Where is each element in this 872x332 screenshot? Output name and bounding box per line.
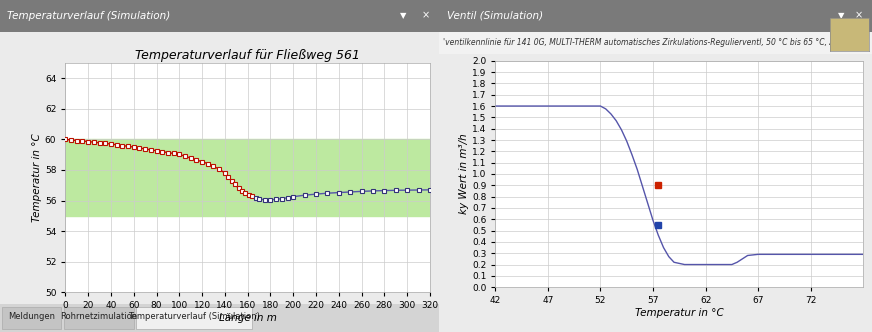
Text: ×: × <box>421 11 430 21</box>
Y-axis label: ky Wert in m³/h: ky Wert in m³/h <box>460 133 469 214</box>
Y-axis label: Temperatur in °C: Temperatur in °C <box>32 133 42 222</box>
X-axis label: Länge in m: Länge in m <box>219 313 276 323</box>
Text: Temperaturverlauf (Simulation): Temperaturverlauf (Simulation) <box>7 11 170 21</box>
Text: ×: × <box>855 11 863 21</box>
Title: Temperaturverlauf für Fließweg 561: Temperaturverlauf für Fließweg 561 <box>135 49 360 62</box>
Bar <box>65 139 430 216</box>
Text: 'ventilkennlinie für 141 0G, MULTI-THERM automatisches Zirkulations-Reguliervent: 'ventilkennlinie für 141 0G, MULTI-THERM… <box>443 38 851 47</box>
Text: ▼: ▼ <box>400 11 406 20</box>
Bar <box>136 307 252 329</box>
X-axis label: Temperatur in °C: Temperatur in °C <box>635 308 724 318</box>
Bar <box>64 307 133 329</box>
Text: Rohrnetzimulation: Rohrnetzimulation <box>60 312 137 321</box>
Text: Meldungen: Meldungen <box>9 312 55 321</box>
Text: ▼: ▼ <box>838 11 845 20</box>
Bar <box>3 307 61 329</box>
Text: Temperaturverlauf (Simulation): Temperaturverlauf (Simulation) <box>128 312 260 321</box>
Text: Ventil (Simulation): Ventil (Simulation) <box>447 11 543 21</box>
